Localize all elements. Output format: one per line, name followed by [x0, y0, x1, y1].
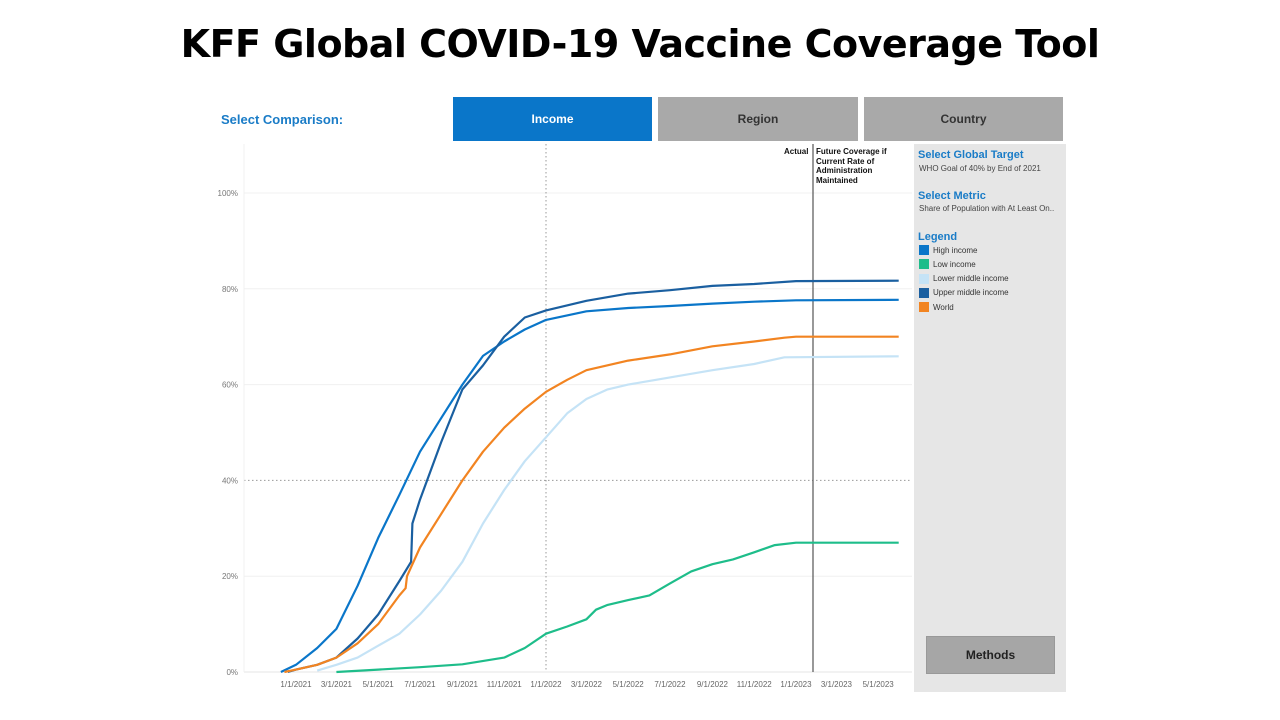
legend-swatch: [919, 273, 929, 284]
legend-swatch: [919, 259, 929, 270]
series-line-low-income: [336, 541, 899, 674]
select-comparison-label: Select Comparison:: [221, 112, 344, 127]
metric-heading: Select Metric: [918, 190, 986, 202]
x-tick-label: 3/1/2023: [821, 680, 853, 689]
series-line-high-income: [280, 298, 899, 673]
legend-item[interactable]: Low income: [919, 259, 976, 270]
x-tick-label: 1/1/2021: [280, 680, 312, 689]
tab-region[interactable]: Region: [658, 97, 858, 141]
legend-swatch: [919, 302, 929, 313]
future-coverage-label: Future Coverage if Current Rate of Admin…: [816, 147, 887, 185]
metric-select[interactable]: Share of Population with At Least On..: [919, 204, 1055, 213]
x-tick-label: 5/1/2021: [363, 680, 395, 689]
x-tick-label: 3/1/2021: [321, 680, 353, 689]
x-tick-label: 11/1/2021: [487, 680, 523, 689]
legend-label: World: [933, 302, 954, 312]
y-tick-label: 80%: [222, 285, 238, 294]
tab-income[interactable]: Income: [453, 97, 652, 141]
legend-item[interactable]: Upper middle income: [919, 287, 1009, 298]
legend-label: High income: [933, 245, 978, 255]
y-tick-label: 60%: [222, 381, 238, 390]
x-tick-label: 3/1/2022: [571, 680, 603, 689]
x-tick-label: 5/1/2023: [863, 680, 895, 689]
tab-country[interactable]: Country: [864, 97, 1063, 141]
legend-item[interactable]: Lower middle income: [919, 273, 1009, 284]
legend-label: Lower middle income: [933, 274, 1009, 284]
legend-swatch: [919, 287, 929, 298]
target-select[interactable]: WHO Goal of 40% by End of 2021: [919, 164, 1041, 173]
legend-item[interactable]: High income: [919, 245, 977, 255]
actual-label: Actual: [784, 147, 809, 156]
x-tick-label: 7/1/2022: [654, 680, 686, 689]
series-line-lower-middle-income: [316, 355, 899, 672]
x-tick-label: 11/1/2022: [737, 680, 773, 689]
methods-button[interactable]: Methods: [926, 636, 1055, 674]
y-tick-label: 40%: [222, 476, 238, 485]
legend-label: Low income: [933, 259, 976, 269]
x-tick-label: 9/1/2021: [447, 680, 479, 689]
x-tick-label: 1/1/2022: [530, 680, 562, 689]
legend-item[interactable]: World: [919, 302, 954, 313]
y-tick-label: 100%: [218, 189, 238, 198]
x-tick-label: 5/1/2022: [613, 680, 645, 689]
x-tick-label: 9/1/2022: [697, 680, 729, 689]
y-tick-label: 20%: [222, 572, 238, 581]
page-title: KFF Global COVID-19 Vaccine Coverage Too…: [180, 22, 1100, 66]
y-tick-label: 0%: [226, 668, 238, 677]
target-heading: Select Global Target: [918, 149, 1024, 161]
legend-heading: Legend: [918, 231, 958, 243]
sidebar: Select Global Target WHO Goal of 40% by …: [914, 144, 1066, 692]
series-line-world: [284, 335, 899, 674]
legend-swatch: [919, 245, 929, 255]
x-tick-label: 1/1/2023: [780, 680, 812, 689]
legend-label: Upper middle income: [933, 288, 1009, 298]
series-line-upper-middle-income: [287, 279, 899, 674]
x-tick-label: 7/1/2021: [404, 680, 436, 689]
